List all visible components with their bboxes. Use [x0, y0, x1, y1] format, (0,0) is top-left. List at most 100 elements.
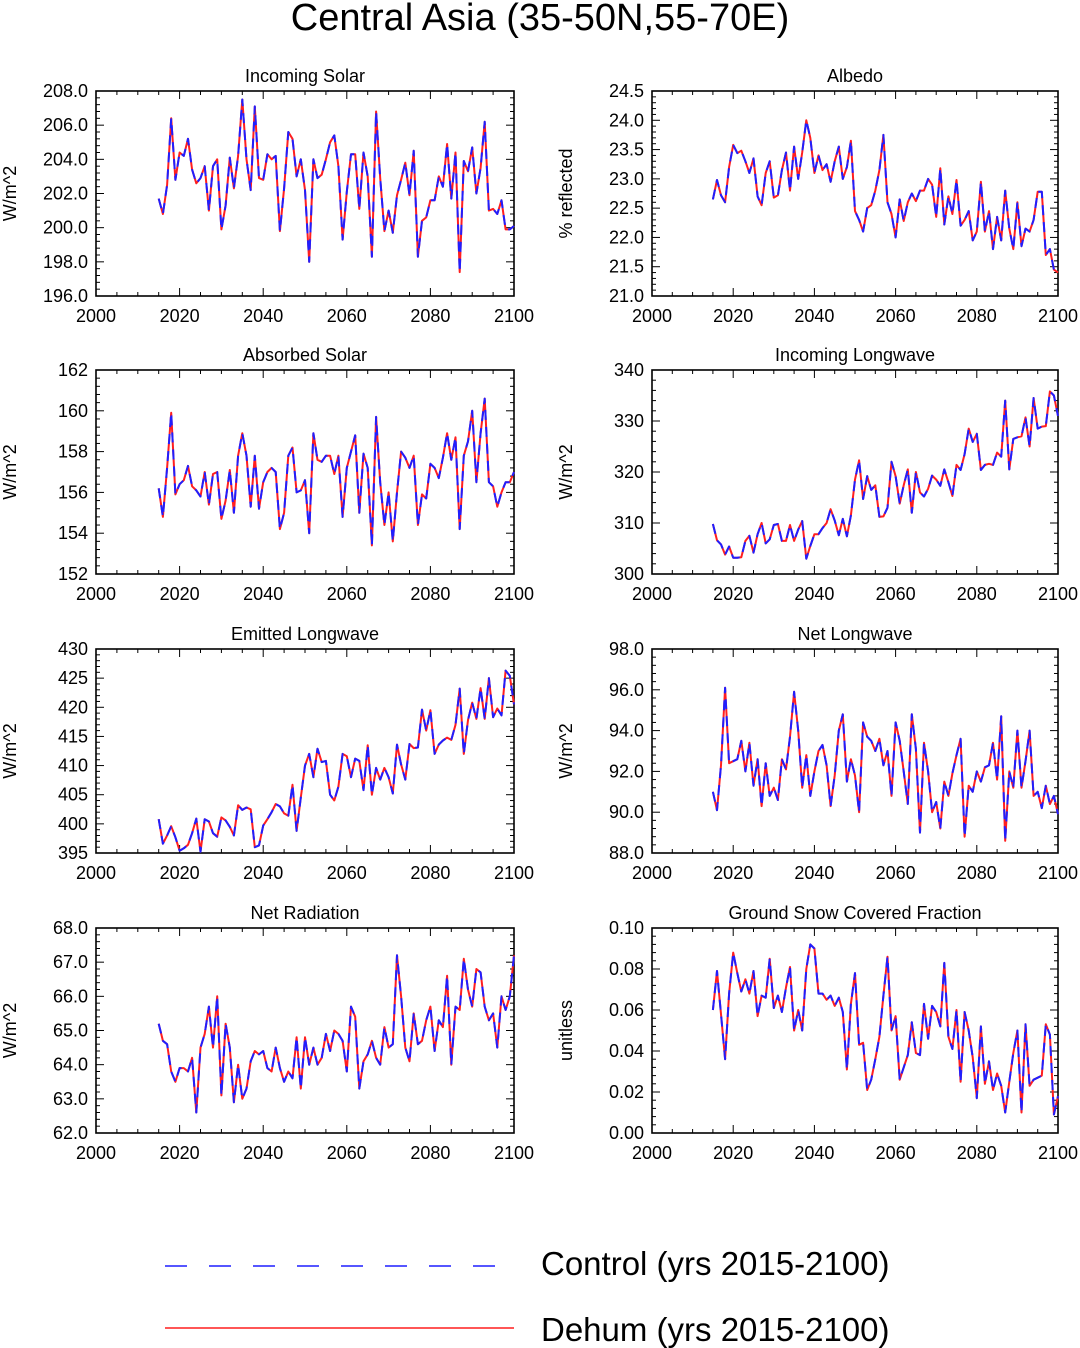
x-tick-label: 2060	[327, 584, 367, 604]
chart-panel-1: Albedo % reflected 2000 2020 2040 2060 2080 210…	[556, 66, 1078, 326]
y-axis-label: W/m^2	[0, 444, 20, 499]
panel-title: Ground Snow Covered Fraction	[728, 903, 981, 923]
y-tick-label: 64.0	[53, 1055, 88, 1075]
x-tick-label: 2040	[794, 863, 834, 883]
y-tick-label: 23.0	[609, 169, 644, 189]
x-tick-label: 2000	[632, 1143, 672, 1163]
series-line-control	[711, 686, 1059, 842]
y-tick-label: 24.5	[609, 81, 644, 101]
panel-title: Absorbed Solar	[243, 345, 367, 365]
x-tick-label: 2020	[713, 584, 753, 604]
y-axis-label: W/m^2	[556, 444, 576, 499]
x-tick-label: 2000	[76, 584, 116, 604]
chart-panel-4: Emitted Longwave W/m^2 2000 2020 2040 2060 208…	[0, 624, 534, 883]
y-axis-label: W/m^2	[0, 1003, 20, 1058]
x-tick-label: 2060	[327, 1143, 367, 1163]
series-line-control	[711, 390, 1059, 560]
series-line-dehum	[157, 669, 515, 853]
series-line-dehum	[157, 954, 515, 1114]
plot-frame	[651, 90, 1059, 297]
y-tick-label: 154	[58, 523, 88, 543]
y-tick-label: 395	[58, 843, 88, 863]
y-tick-label: 204.0	[43, 149, 88, 169]
y-tick-label: 405	[58, 785, 88, 805]
y-tick-label: 156	[58, 482, 88, 502]
legend-label-dehum: Dehum (yrs 2015-2100)	[541, 1311, 890, 1348]
y-tick-label: 208.0	[43, 81, 88, 101]
y-tick-label: 24.0	[609, 110, 644, 130]
y-tick-label: 152	[58, 564, 88, 584]
y-tick-label: 196.0	[43, 286, 88, 306]
y-tick-label: 23.5	[609, 140, 644, 160]
x-tick-label: 2060	[876, 863, 916, 883]
x-tick-label: 2000	[632, 863, 672, 883]
series-line-dehum	[711, 943, 1059, 1116]
y-tick-label: 96.0	[609, 680, 644, 700]
x-tick-label: 2020	[713, 863, 753, 883]
x-tick-label: 2080	[410, 584, 450, 604]
y-tick-label: 66.0	[53, 986, 88, 1006]
y-tick-label: 88.0	[609, 843, 644, 863]
x-tick-label: 2100	[494, 584, 534, 604]
y-tick-label: 0.04	[609, 1041, 644, 1061]
y-tick-label: 67.0	[53, 952, 88, 972]
x-tick-label: 2080	[957, 306, 997, 326]
panel-title: Albedo	[827, 66, 883, 86]
x-tick-label: 2060	[327, 863, 367, 883]
series-line-control	[711, 119, 1059, 274]
y-tick-label: 410	[58, 756, 88, 776]
y-tick-label: 98.0	[609, 639, 644, 659]
x-tick-label: 2080	[410, 863, 450, 883]
x-tick-label: 2100	[494, 863, 534, 883]
x-tick-label: 2000	[632, 306, 672, 326]
x-tick-label: 2040	[243, 306, 283, 326]
series-line-control	[157, 954, 515, 1114]
y-tick-label: 158	[58, 442, 88, 462]
x-tick-label: 2040	[243, 1143, 283, 1163]
chart-panel-2: Absorbed Solar W/m^2 2000 2020 2040 2060 2080 2…	[0, 345, 534, 604]
y-tick-label: 206.0	[43, 115, 88, 135]
y-tick-label: 340	[614, 360, 644, 380]
x-tick-label: 2080	[957, 863, 997, 883]
y-tick-label: 22.5	[609, 198, 644, 218]
y-tick-label: 415	[58, 726, 88, 746]
y-tick-label: 202.0	[43, 184, 88, 204]
x-tick-label: 2100	[494, 1143, 534, 1163]
x-tick-label: 2020	[160, 584, 200, 604]
series-line-control	[157, 98, 515, 274]
y-tick-label: 310	[614, 513, 644, 533]
y-tick-label: 430	[58, 639, 88, 659]
y-axis-label: W/m^2	[0, 166, 20, 221]
chart-panel-7: Ground Snow Covered Fraction unitless 2000…	[556, 903, 1078, 1163]
y-tick-label: 425	[58, 668, 88, 688]
y-tick-label: 94.0	[609, 721, 644, 741]
y-tick-label: 62.0	[53, 1123, 88, 1143]
x-tick-label: 2100	[1038, 306, 1078, 326]
x-tick-label: 2060	[876, 584, 916, 604]
x-tick-label: 2040	[243, 584, 283, 604]
y-tick-label: 400	[58, 814, 88, 834]
plot-frame	[651, 648, 1059, 854]
x-tick-label: 2000	[76, 306, 116, 326]
y-tick-label: 0.08	[609, 959, 644, 979]
y-tick-label: 0.00	[609, 1123, 644, 1143]
x-tick-label: 2040	[794, 584, 834, 604]
y-axis-label: unitless	[556, 1000, 576, 1061]
plot-frame	[651, 927, 1059, 1134]
panel-title: Incoming Longwave	[775, 345, 935, 365]
y-tick-label: 21.0	[609, 286, 644, 306]
y-tick-label: 21.5	[609, 257, 644, 277]
x-tick-label: 2000	[76, 1143, 116, 1163]
legend-label-control: Control (yrs 2015-2100)	[541, 1245, 890, 1282]
plot-frame	[95, 927, 515, 1134]
chart-panel-3: Incoming Longwave W/m^2 2000 2020 2040 2060 20…	[556, 345, 1078, 604]
x-tick-label: 2000	[632, 584, 672, 604]
y-tick-label: 68.0	[53, 918, 88, 938]
y-tick-label: 0.02	[609, 1082, 644, 1102]
series-line-control	[157, 397, 515, 547]
plot-frame	[95, 369, 515, 575]
y-tick-label: 160	[58, 401, 88, 421]
x-tick-label: 2020	[713, 1143, 753, 1163]
x-tick-label: 2100	[1038, 863, 1078, 883]
